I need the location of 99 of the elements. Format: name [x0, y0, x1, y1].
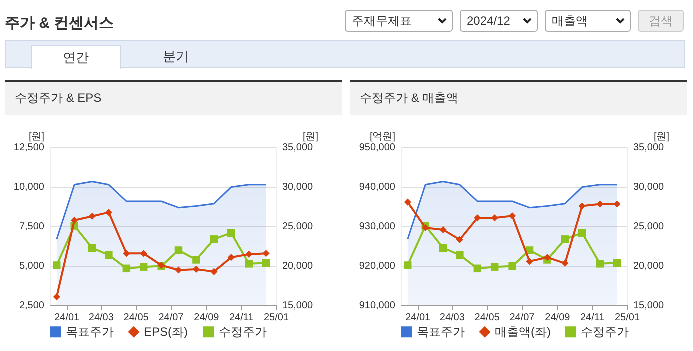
y-tick-label: 920,000 [359, 261, 396, 272]
point [596, 260, 604, 268]
text: 검색 [638, 10, 684, 32]
y-tick-label: 12,500 [14, 142, 45, 154]
legend-label: 매출액(좌) [495, 325, 551, 340]
point [175, 266, 182, 274]
point [123, 250, 130, 258]
x-tick-label: 24/03 [88, 312, 114, 324]
point [509, 212, 516, 220]
point [404, 198, 412, 206]
point [439, 244, 448, 252]
point [474, 214, 482, 222]
point [88, 212, 96, 220]
y2-tick-label: 25,000 [634, 222, 665, 232]
point [561, 236, 570, 244]
text: 분기 [162, 48, 190, 66]
y-tick-label: 930,000 [359, 222, 396, 232]
y2-tick-label: 30,000 [282, 182, 314, 193]
point [613, 259, 622, 268]
y-tick-label: 940,000 [359, 182, 396, 193]
point [228, 254, 235, 262]
legend-label: 목표주가 [417, 325, 465, 340]
point [508, 262, 516, 270]
text: 2024/12 [467, 14, 510, 28]
x-tick-label: 24/01 [406, 312, 432, 324]
text: 주가 & 컨센서스 [5, 14, 114, 33]
x-tick-label: 24/09 [545, 312, 571, 324]
point [52, 262, 61, 270]
point [192, 266, 200, 273]
text: 매출액 [552, 12, 588, 30]
text: 연간 [31, 45, 121, 69]
legend-label: 목표주가 [66, 325, 114, 340]
y2-tick-label: 20,000 [634, 261, 665, 272]
y2-tick-label: 15,000 [282, 300, 314, 312]
point [122, 264, 131, 273]
point [456, 251, 464, 260]
point [246, 250, 253, 258]
y2-tick-label: 15,000 [634, 300, 665, 312]
point [228, 229, 236, 237]
point [210, 236, 218, 244]
y2-tick-label: 25,000 [282, 222, 314, 232]
point [440, 226, 447, 234]
point [578, 229, 586, 237]
y2-tick-label: 20,000 [282, 261, 314, 272]
legend-label: 수정주가 [219, 325, 267, 340]
x-tick-label: 24/07 [158, 312, 184, 324]
point [53, 294, 60, 301]
point [88, 244, 96, 252]
point [526, 258, 534, 266]
point [491, 214, 498, 222]
x-tick-label: 24/09 [194, 312, 220, 324]
legend-label: EPS(좌) [144, 325, 188, 340]
y-axis-title: [억원] [370, 132, 396, 142]
x-tick-label: 24/05 [474, 312, 500, 324]
point [71, 216, 78, 224]
point [140, 263, 148, 271]
y-tick-label: 910,000 [359, 300, 396, 312]
x-tick-label: 24/11 [580, 312, 606, 324]
point [404, 262, 412, 270]
y2-tick-label: 35,000 [634, 142, 665, 154]
point [210, 268, 218, 276]
x-tick-label: 24/07 [510, 312, 536, 324]
y2-tick-label: 30,000 [634, 182, 665, 193]
x-tick-label: 24/05 [124, 312, 150, 324]
x-tick-label: 25/01 [264, 312, 290, 324]
x-tick-label: 24/11 [229, 312, 254, 324]
y-tick-label: 950,000 [359, 142, 396, 154]
point [192, 256, 200, 264]
point [578, 202, 586, 210]
point [140, 250, 148, 258]
x-tick-label: 25/01 [614, 312, 640, 324]
text: 주재무제표 [352, 12, 412, 30]
y-tick-label: 7,500 [19, 222, 45, 232]
x-tick-label: 24/03 [440, 312, 466, 324]
y2-axis-title: [원] [302, 132, 319, 142]
point [562, 260, 569, 268]
y-axis-title: [원] [28, 132, 45, 142]
point [526, 246, 534, 254]
point [544, 254, 552, 262]
point [105, 209, 112, 216]
x-tick-label: 24/01 [54, 312, 80, 324]
chart-title: 수정주가 & 매출액 [350, 82, 687, 115]
chart-title: 수정주가 & EPS [5, 82, 342, 115]
point [490, 263, 499, 271]
point [105, 251, 113, 260]
point [474, 264, 482, 273]
y-tick-label: 10,000 [14, 182, 45, 193]
point [614, 200, 621, 208]
y2-axis-title: [원] [654, 132, 670, 142]
point [596, 200, 604, 208]
point [262, 250, 270, 258]
y-tick-label: 2,500 [19, 300, 45, 312]
point [262, 259, 270, 268]
point [456, 236, 464, 244]
point [245, 260, 253, 268]
legend-label: 수정주가 [581, 325, 629, 340]
y-tick-label: 5,000 [19, 261, 45, 272]
point [174, 246, 183, 254]
y2-tick-label: 35,000 [282, 142, 314, 154]
